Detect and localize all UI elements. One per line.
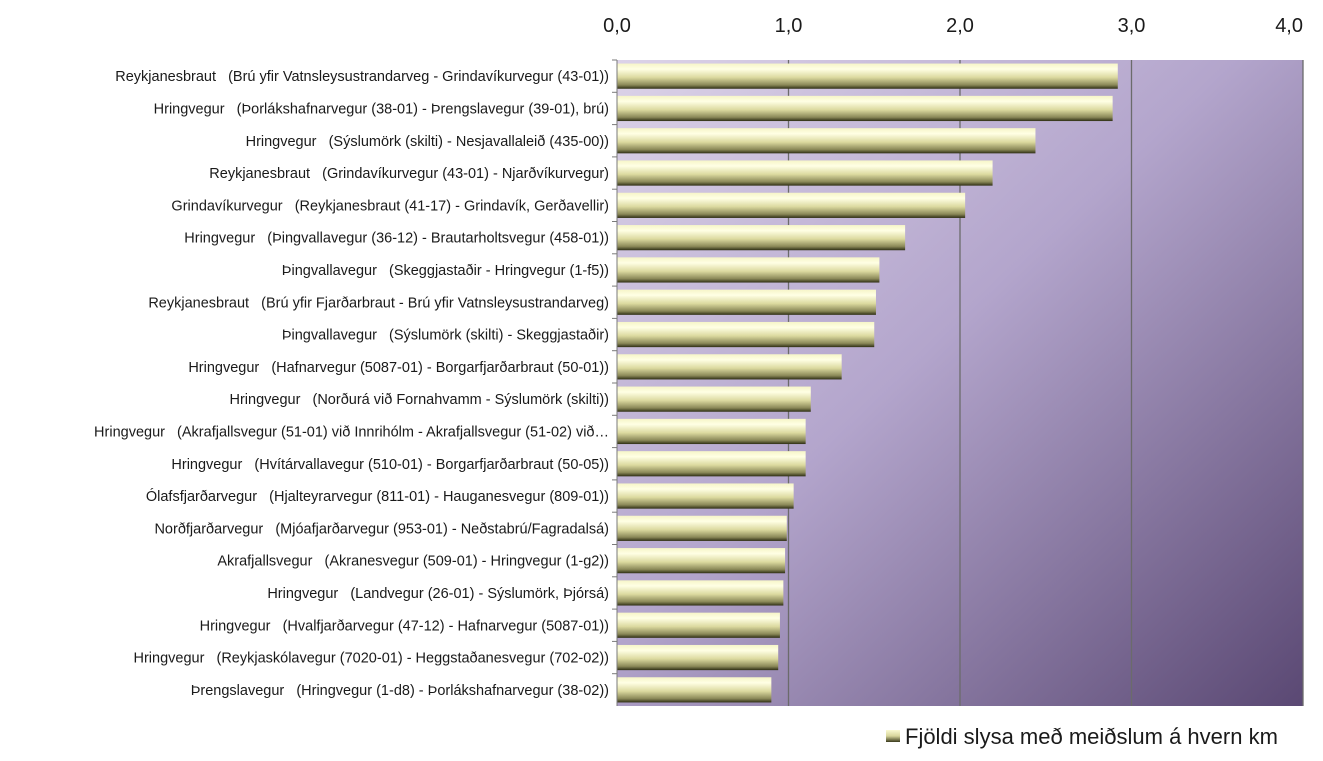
bar xyxy=(617,418,806,445)
category-label: Hringvegur (Akrafjallsvegur (51-01) við … xyxy=(94,424,609,440)
category-label: Reykjanesbraut (Grindavíkurvegur (43-01)… xyxy=(209,166,609,182)
bar xyxy=(617,160,993,186)
bar xyxy=(617,386,811,412)
x-tick-label: 4,0 xyxy=(1275,15,1303,37)
bar xyxy=(617,257,880,283)
category-label: Hringvegur (Þorlákshafnarvegur (38-01) -… xyxy=(154,101,609,117)
category-label: Akrafjallsvegur (Akranesvegur (509-01) -… xyxy=(217,554,609,570)
category-label: Þingvallavegur (Skeggjastaðir - Hringveg… xyxy=(282,263,609,279)
x-tick-label: 3,0 xyxy=(1118,15,1146,37)
bar xyxy=(617,451,806,477)
category-label: Reykjanesbraut (Brú yfir Vatnsleysustran… xyxy=(115,69,609,85)
category-label: Reykjanesbraut (Brú yfir Fjarðarbraut - … xyxy=(148,295,609,311)
bar xyxy=(617,644,779,671)
category-label: Hringvegur (Þingvallavegur (36-12) - Bra… xyxy=(184,231,609,247)
category-label: Hringvegur (Norðurá við Fornahvamm - Sýs… xyxy=(230,392,610,408)
bar xyxy=(617,192,966,218)
legend-swatch xyxy=(886,730,900,742)
legend-label: Fjöldi slysa með meiðslum á hvern km xyxy=(905,724,1278,749)
category-label: Hringvegur (Reykjaskólavegur (7020-01) -… xyxy=(133,651,609,667)
bar xyxy=(617,483,794,509)
bar xyxy=(617,63,1118,89)
category-label: Norðfjarðarvegur (Mjóafjarðarvegur (953-… xyxy=(154,521,609,537)
bar xyxy=(617,612,780,638)
bar xyxy=(617,515,787,541)
bar xyxy=(617,677,772,703)
category-label: Þrengslavegur (Hringvegur (1-d8) - Þorlá… xyxy=(191,683,609,699)
category-label: Hringvegur (Landvegur (26-01) - Sýslumör… xyxy=(267,586,609,602)
x-tick-label: 0,0 xyxy=(603,15,631,37)
bar xyxy=(617,289,876,315)
category-label: Hringvegur (Sýslumörk (skilti) - Nesjava… xyxy=(246,134,609,150)
category-label: Hringvegur (Hvalfjarðarvegur (47-12) - H… xyxy=(200,618,609,634)
bar xyxy=(617,225,906,251)
category-label: Ólafsfjarðarvegur (Hjalteyrarvegur (811-… xyxy=(146,488,609,505)
category-label: Þingvallavegur (Sýslumörk (skilti) - Ske… xyxy=(282,328,609,344)
bar xyxy=(617,95,1113,122)
x-tick-label: 1,0 xyxy=(775,15,803,37)
bar xyxy=(617,321,875,348)
x-tick-label: 2,0 xyxy=(946,15,974,37)
category-label: Hringvegur (Hafnarvegur (5087-01) - Borg… xyxy=(188,360,609,376)
category-label: Grindavíkurvegur (Reykjanesbraut (41-17)… xyxy=(171,198,609,214)
bar xyxy=(617,548,786,574)
bar xyxy=(617,128,1036,154)
category-label: Hringvegur (Hvítárvallavegur (510-01) - … xyxy=(171,457,609,473)
bar xyxy=(617,580,784,606)
bar xyxy=(617,354,842,380)
